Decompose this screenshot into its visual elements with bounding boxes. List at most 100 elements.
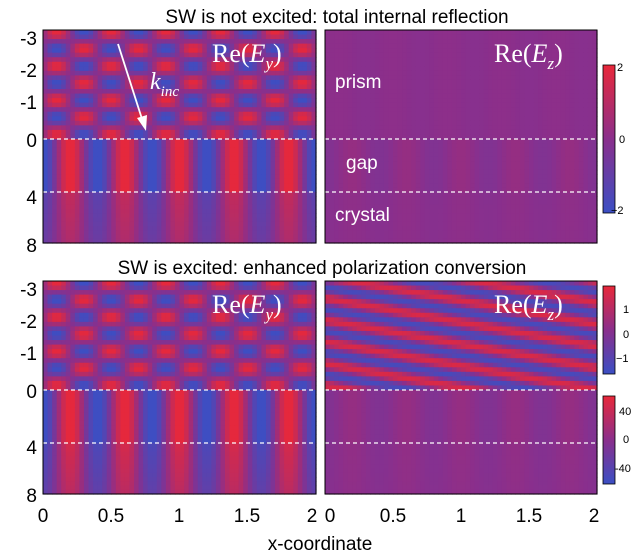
heatmap-cell	[134, 61, 140, 67]
heatmap-cell	[102, 43, 108, 49]
heatmap-cell	[252, 143, 258, 149]
heatmap-cell	[474, 165, 480, 171]
heatmap-cell	[83, 134, 90, 140]
heatmap-cell	[134, 125, 140, 131]
heatmap-cell	[388, 134, 394, 140]
heatmap-cell	[120, 165, 126, 171]
heatmap-cell	[265, 174, 272, 180]
heatmap-cell	[551, 66, 557, 72]
heatmap-cell	[501, 152, 507, 158]
heatmap-cell	[524, 152, 530, 158]
heatmap-cell	[247, 129, 253, 136]
heatmap-cell	[52, 234, 58, 240]
heatmap-cell	[284, 156, 290, 162]
heatmap-cell	[88, 226, 94, 231]
heatmap-cell	[275, 66, 281, 72]
heatmap-cell	[211, 217, 217, 223]
heatmap-cell	[279, 75, 285, 81]
heatmap-cell	[470, 161, 476, 167]
heatmap-cell	[329, 70, 335, 77]
heatmap-cell	[161, 169, 167, 175]
heatmap-cell	[365, 111, 371, 117]
heatmap-cell	[120, 39, 126, 45]
heatmap-cell	[365, 61, 371, 67]
heatmap-cell	[515, 111, 521, 117]
heatmap-cell	[225, 234, 231, 240]
heatmap-cell	[234, 107, 240, 113]
heatmap-cell	[215, 226, 222, 231]
heatmap-cell	[279, 93, 285, 99]
heatmap-cell	[97, 156, 103, 162]
heatmap-cell	[438, 84, 444, 90]
heatmap-cell	[184, 183, 190, 189]
heatmap-cell	[265, 234, 272, 240]
heatmap-cell	[83, 52, 90, 58]
heatmap-cell	[325, 70, 331, 77]
heatmap-cell	[243, 204, 249, 210]
heatmap-cell	[234, 139, 240, 145]
heatmap-cell	[388, 93, 394, 99]
heatmap-cell	[519, 120, 526, 126]
heatmap-cell	[542, 183, 548, 189]
heatmap-cell	[488, 147, 494, 153]
heatmap-cell	[270, 238, 276, 244]
heatmap-cell	[161, 89, 167, 95]
heatmap-cell	[488, 143, 494, 149]
heatmap-cell	[275, 139, 281, 145]
heatmap-cell	[74, 79, 80, 86]
heatmap-cell	[129, 169, 135, 175]
heatmap-cell	[220, 234, 226, 240]
heatmap-cell	[56, 226, 62, 231]
heatmap-cell	[88, 98, 94, 104]
heatmap-cell	[234, 161, 240, 167]
heatmap-cell	[297, 48, 303, 54]
heatmap-cell	[311, 98, 317, 104]
heatmap-cell	[374, 169, 380, 175]
heatmap-cell	[197, 102, 203, 108]
heatmap-cell	[225, 98, 231, 104]
heatmap-cell	[297, 238, 303, 244]
heatmap-cell	[451, 120, 458, 126]
heatmap-cell	[61, 93, 67, 99]
heatmap-cell	[424, 30, 430, 36]
heatmap-cell	[70, 213, 76, 219]
heatmap-cell	[261, 120, 267, 126]
heatmap-cell	[129, 143, 135, 149]
heatmap-cell	[152, 213, 158, 219]
heatmap-cell	[347, 93, 353, 99]
heatmap-cell	[179, 174, 185, 180]
heatmap-cell	[519, 30, 526, 36]
heatmap-cell	[206, 161, 212, 167]
heatmap-cell	[311, 221, 317, 227]
heatmap-cell	[47, 125, 53, 131]
heatmap-cell	[65, 143, 71, 149]
heatmap-cell	[147, 102, 153, 108]
heatmap-cell	[124, 156, 131, 162]
heatmap-cell	[83, 174, 90, 180]
heatmap-cell	[220, 89, 226, 95]
heatmap-cell	[583, 98, 589, 104]
heatmap-cell	[83, 147, 90, 153]
heatmap-cell	[565, 116, 571, 122]
heatmap-cell	[93, 156, 99, 162]
heatmap-cell	[265, 165, 272, 171]
heatmap-cell	[79, 230, 85, 236]
heatmap-cell	[56, 89, 62, 95]
heatmap-cell	[447, 102, 453, 108]
heatmap-cell	[256, 221, 262, 227]
heatmap-cell	[529, 102, 535, 108]
heatmap-cell	[574, 30, 580, 36]
heatmap-cell	[143, 192, 149, 197]
heatmap-cell	[492, 152, 498, 158]
heatmap-cell	[551, 125, 557, 131]
heatmap-cell	[52, 39, 58, 45]
heatmap-cell	[143, 70, 149, 77]
heatmap-cell	[165, 217, 171, 223]
heatmap-cell	[470, 174, 476, 180]
heatmap-cell	[52, 200, 58, 206]
heatmap-cell	[206, 102, 212, 108]
heatmap-cell	[306, 226, 313, 231]
heatmap-cell	[275, 61, 281, 67]
heatmap-cell	[197, 30, 203, 36]
heatmap-cell	[529, 75, 535, 81]
